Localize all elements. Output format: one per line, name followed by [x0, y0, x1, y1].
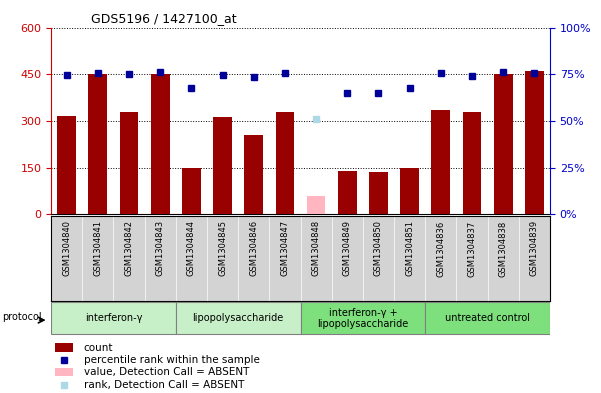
Bar	[494, 74, 513, 214]
Bar	[151, 74, 169, 214]
Text: GDS5196 / 1427100_at: GDS5196 / 1427100_at	[91, 12, 237, 25]
Bar	[120, 112, 138, 214]
Bar	[55, 343, 73, 352]
Bar	[245, 135, 263, 214]
Bar	[57, 116, 76, 214]
Text: GSM1304851: GSM1304851	[405, 220, 414, 276]
Bar	[525, 71, 544, 214]
Bar	[182, 168, 201, 214]
Text: interferon-γ: interferon-γ	[85, 313, 142, 323]
Text: lipopolysaccharide: lipopolysaccharide	[192, 313, 284, 323]
FancyBboxPatch shape	[300, 303, 426, 334]
Text: GSM1304848: GSM1304848	[311, 220, 320, 277]
FancyBboxPatch shape	[176, 303, 300, 334]
Text: untreated control: untreated control	[445, 313, 530, 323]
Text: GSM1304842: GSM1304842	[124, 220, 133, 276]
Text: GSM1304841: GSM1304841	[93, 220, 102, 276]
Text: protocol: protocol	[2, 312, 42, 321]
Text: GSM1304846: GSM1304846	[249, 220, 258, 277]
Bar	[338, 171, 356, 214]
Text: GSM1304845: GSM1304845	[218, 220, 227, 276]
Bar	[88, 74, 107, 214]
Text: GSM1304849: GSM1304849	[343, 220, 352, 276]
Bar	[213, 117, 232, 214]
Text: percentile rank within the sample: percentile rank within the sample	[84, 355, 260, 365]
Text: value, Detection Call = ABSENT: value, Detection Call = ABSENT	[84, 367, 249, 377]
Text: GSM1304840: GSM1304840	[62, 220, 71, 276]
Text: GSM1304839: GSM1304839	[530, 220, 539, 277]
Text: GSM1304837: GSM1304837	[468, 220, 477, 277]
FancyBboxPatch shape	[426, 303, 550, 334]
Bar	[369, 172, 388, 214]
Bar	[55, 368, 73, 376]
Text: GSM1304836: GSM1304836	[436, 220, 445, 277]
Text: GSM1304838: GSM1304838	[499, 220, 508, 277]
Bar	[432, 110, 450, 214]
FancyBboxPatch shape	[51, 303, 176, 334]
Bar	[463, 112, 481, 214]
Text: interferon-γ +
lipopolysaccharide: interferon-γ + lipopolysaccharide	[317, 308, 409, 329]
Text: GSM1304850: GSM1304850	[374, 220, 383, 276]
Bar	[400, 168, 419, 214]
Text: GSM1304847: GSM1304847	[281, 220, 290, 277]
Text: rank, Detection Call = ABSENT: rank, Detection Call = ABSENT	[84, 380, 244, 390]
Bar	[276, 112, 294, 214]
Bar	[307, 195, 326, 214]
Text: GSM1304843: GSM1304843	[156, 220, 165, 277]
Text: GSM1304844: GSM1304844	[187, 220, 196, 276]
Text: count: count	[84, 343, 113, 353]
